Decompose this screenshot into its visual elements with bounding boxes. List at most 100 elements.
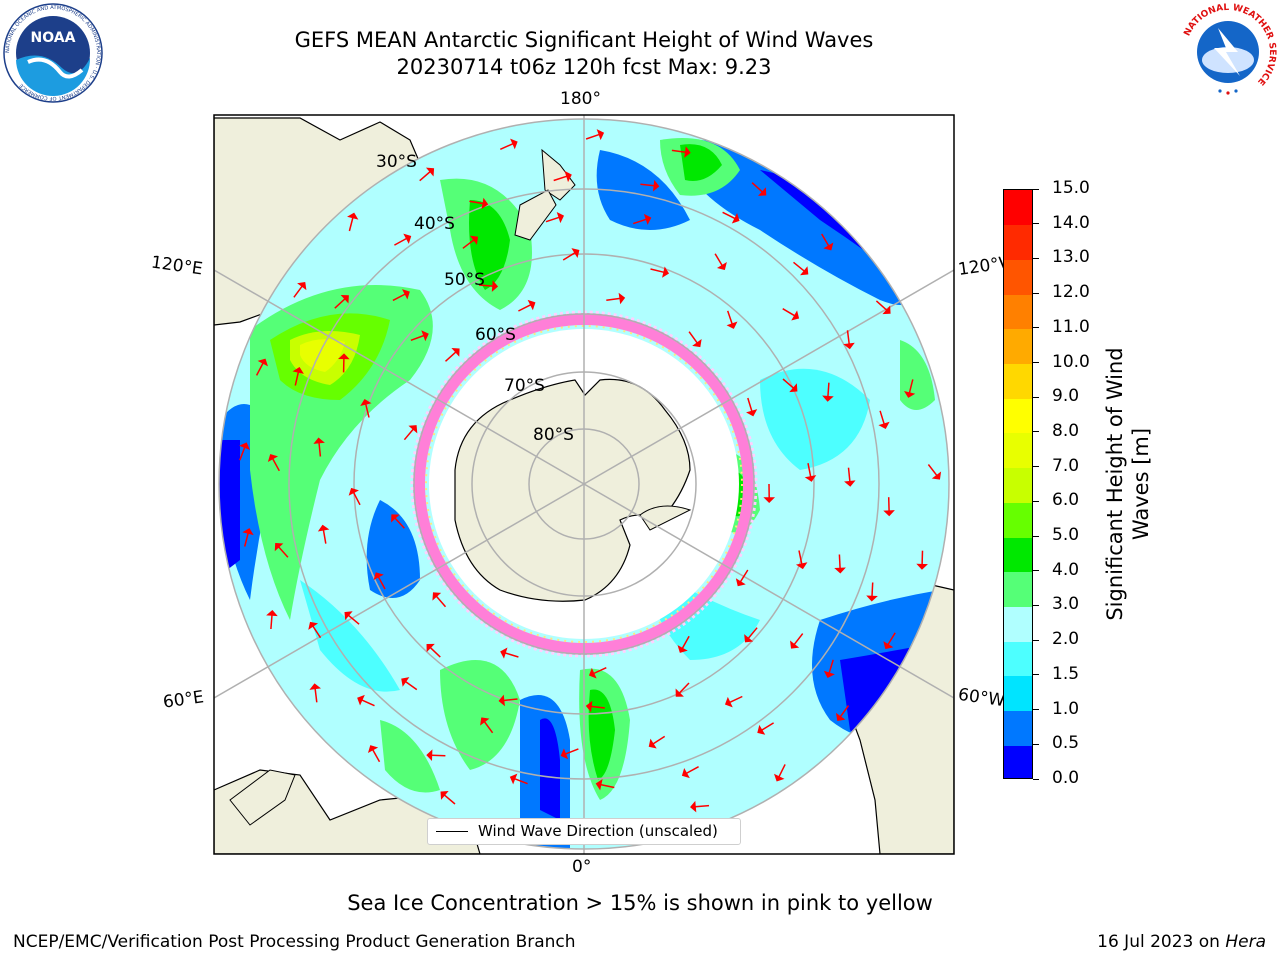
wind-arrow-head bbox=[735, 578, 746, 587]
wind-arrow-head bbox=[643, 213, 652, 225]
wind-arrow-shaft bbox=[243, 532, 249, 547]
wind-arrow-head bbox=[360, 398, 372, 407]
wind-arrow-shaft bbox=[565, 748, 579, 755]
wind-arrow-head bbox=[588, 667, 597, 679]
wind-arrow-shaft bbox=[483, 721, 494, 734]
wind-arrow-head bbox=[432, 592, 442, 601]
wind-arrow-head bbox=[882, 305, 891, 315]
colorbar-tick-label: 5.0 bbox=[1052, 525, 1080, 546]
wind-arrow-shaft bbox=[462, 239, 475, 249]
wind-arrow-shaft bbox=[277, 546, 289, 558]
graticule bbox=[214, 115, 954, 854]
lon-label-180: 180° bbox=[560, 89, 601, 109]
colorbar-segment bbox=[1004, 641, 1032, 677]
wind-arrow-head bbox=[834, 567, 846, 574]
wind-arrow-shaft bbox=[747, 397, 753, 412]
wind-arrow-head bbox=[297, 282, 307, 291]
noaa-logo-text: NOAA bbox=[31, 30, 76, 46]
colorbar-segment bbox=[1004, 710, 1032, 746]
wind-arrow-head bbox=[596, 129, 605, 141]
wind-arrow-shaft bbox=[879, 410, 885, 425]
wind-arrow-shaft bbox=[600, 783, 615, 789]
wind-arrow-shaft bbox=[361, 699, 375, 707]
wind-arrow-head bbox=[883, 510, 895, 517]
wind-arrow-shaft bbox=[394, 237, 408, 246]
wind-arrow-shaft bbox=[553, 175, 568, 182]
wind-arrow-head bbox=[509, 773, 518, 785]
lat-label-80s: 80°S bbox=[533, 425, 574, 445]
wind-arrow-shaft bbox=[312, 625, 322, 639]
wind-arrow-head bbox=[425, 167, 435, 177]
wind-arrow-shaft bbox=[798, 550, 803, 565]
wind-arrow-shaft bbox=[392, 293, 406, 302]
wind-arrow-head bbox=[317, 524, 330, 532]
wind-arrow-shaft bbox=[652, 735, 666, 745]
wind-arrow-head bbox=[357, 694, 365, 706]
footer-date: 16 Jul 2023 on Hera bbox=[1097, 932, 1266, 952]
wind-arrow-shaft bbox=[270, 614, 273, 630]
wind-arrow-shaft bbox=[875, 300, 888, 311]
wind-arrow-head bbox=[757, 724, 766, 735]
wind-arrow-head bbox=[257, 358, 268, 367]
wind-arrow-head bbox=[338, 353, 350, 360]
wind-arrow-shaft bbox=[322, 529, 327, 544]
wind-arrow-head bbox=[421, 330, 429, 342]
colorbar-tick bbox=[1033, 223, 1039, 225]
wind-arrow-head bbox=[585, 700, 593, 713]
colorbar-tick bbox=[1033, 188, 1039, 190]
wind-arrow-shaft bbox=[419, 170, 431, 182]
wind-arrow-shaft bbox=[314, 688, 318, 703]
wind-arrow-shaft bbox=[410, 334, 425, 342]
wind-arrow-head bbox=[340, 294, 349, 304]
wind-arrow-shaft bbox=[685, 766, 699, 775]
wind-arrow-shaft bbox=[435, 595, 447, 608]
footer-date-text: 16 Jul 2023 on bbox=[1097, 932, 1220, 952]
wind-arrow-head bbox=[242, 528, 254, 536]
legend-line-swatch bbox=[436, 831, 468, 832]
colorbar-segment bbox=[1004, 363, 1032, 399]
footer-host: Hera bbox=[1225, 932, 1266, 952]
wind-arrow-shaft bbox=[827, 382, 830, 397]
wind-arrow-shaft bbox=[908, 379, 914, 394]
wind-arrow-shaft bbox=[429, 646, 441, 658]
colorbar-segment bbox=[1004, 745, 1032, 778]
colorbar-segment bbox=[1004, 502, 1032, 538]
wind-arrow-shaft bbox=[372, 749, 381, 763]
colorbar-tick-label: 7.0 bbox=[1052, 455, 1080, 476]
wind-arrow-shaft bbox=[514, 777, 528, 785]
wind-arrow-shaft bbox=[678, 682, 690, 694]
wind-arrow-shaft bbox=[503, 698, 518, 702]
wind-arrow-head bbox=[618, 292, 626, 305]
wind-arrow-shaft bbox=[782, 308, 796, 317]
colorbar-segment bbox=[1004, 259, 1032, 295]
wind-arrow-head bbox=[373, 572, 384, 581]
wind-arrow-head bbox=[648, 738, 657, 749]
wind-arrow-shaft bbox=[334, 298, 346, 309]
wind-arrow-shaft bbox=[593, 667, 607, 675]
wind-arrow-head bbox=[791, 310, 800, 321]
wind-arrow-head bbox=[690, 800, 697, 813]
wind-arrow-shaft bbox=[839, 705, 850, 718]
wind-arrow-head bbox=[510, 138, 518, 150]
wind-arrow-head bbox=[266, 609, 278, 617]
wind-arrow-shaft bbox=[255, 362, 264, 376]
wind-arrow-head bbox=[726, 321, 738, 329]
wind-arrow-shaft bbox=[847, 467, 851, 482]
wind-arrow-head bbox=[866, 595, 878, 602]
wind-arrow-shaft bbox=[352, 492, 361, 506]
legend-entry: Wind Wave Direction (unscaled) bbox=[478, 822, 718, 840]
wind-arrow-shaft bbox=[271, 458, 280, 472]
wind-arrow-head bbox=[716, 262, 727, 271]
wind-arrow-head bbox=[440, 791, 449, 800]
plot-subtitle: 20230714 t06z 120h fcst Max: 9.23 bbox=[396, 55, 772, 79]
wind-arrow-shaft bbox=[871, 582, 874, 597]
colorbar-tick bbox=[1033, 396, 1039, 398]
wind-arrow-shaft bbox=[793, 261, 805, 272]
colorbar-tick bbox=[1033, 466, 1039, 468]
wind-arrow-shaft bbox=[927, 464, 938, 477]
wind-arrow-shaft bbox=[499, 143, 514, 150]
wind-arrow-shaft bbox=[478, 284, 494, 287]
wind-arrow-shaft bbox=[751, 182, 764, 193]
wind-arrow-head bbox=[804, 475, 817, 482]
colorbar-segment bbox=[1004, 675, 1032, 712]
